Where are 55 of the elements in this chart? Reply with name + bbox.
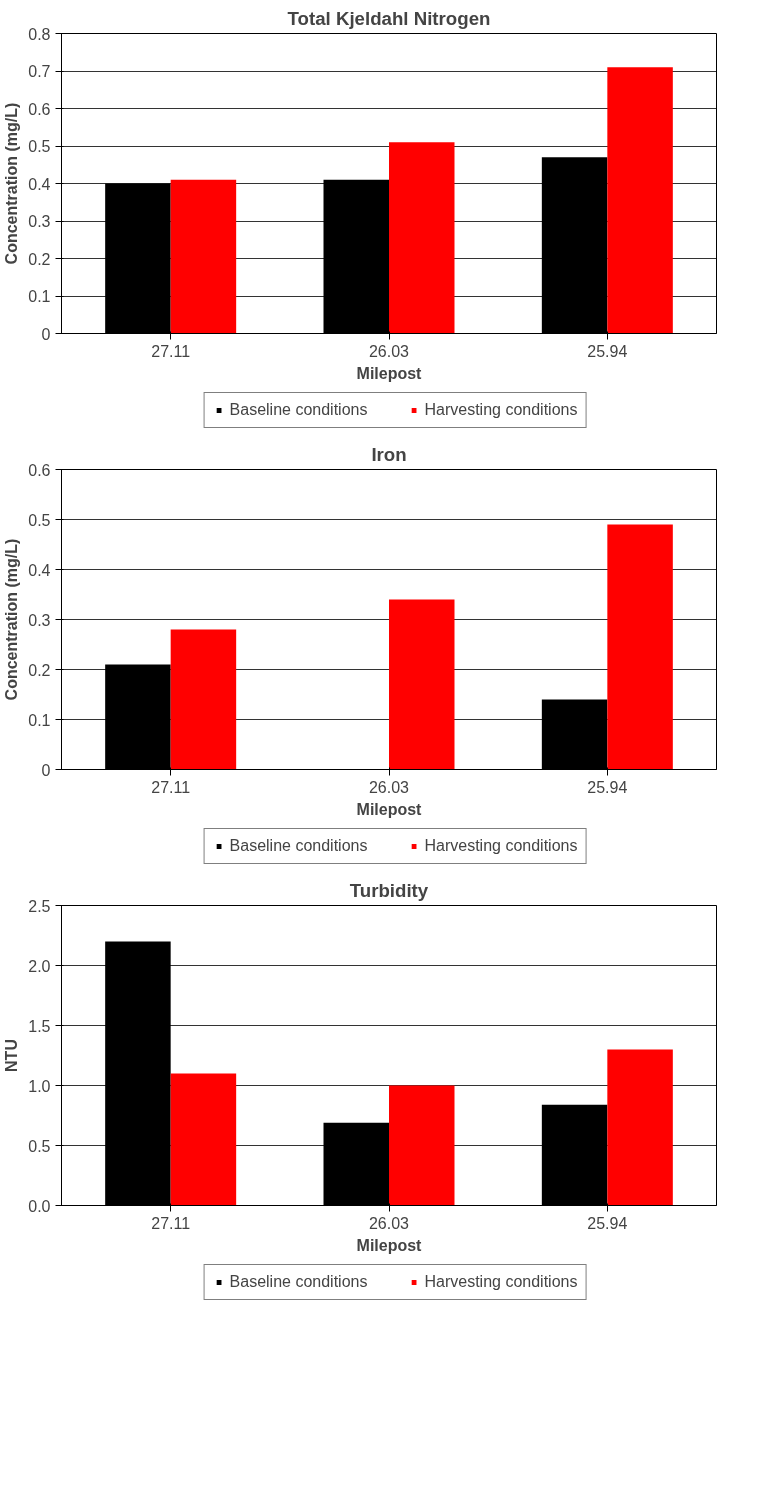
y-tick-label: 0.1 <box>28 288 51 305</box>
y-tick-label: 0.3 <box>28 611 51 629</box>
y-tick-label: 0.0 <box>28 1197 51 1215</box>
y-tick-label: 0.4 <box>28 561 51 579</box>
y-tick-label: 0.2 <box>28 250 51 268</box>
chart-title: Total Kjeldahl Nitrogen <box>287 7 491 29</box>
y-tick-label: 2.0 <box>28 957 51 975</box>
y-axis-title: Concentration (mg/L) <box>3 102 21 265</box>
y-tick-label: 0.5 <box>28 1137 51 1155</box>
y-tick-label: 0 <box>41 761 51 779</box>
x-axis-title: Milepost <box>356 364 423 382</box>
x-axis-title: Milepost <box>356 1236 423 1254</box>
x-tick-label: 27.11 <box>151 342 191 360</box>
x-tick-label: 25.94 <box>587 342 628 360</box>
y-tick-label: 0.2 <box>28 661 51 679</box>
x-tick-label: 25.94 <box>587 1214 628 1232</box>
y-tick-label: 0.7 <box>28 63 51 80</box>
bar <box>389 142 455 334</box>
y-axis-title: Concentration (mg/L) <box>3 538 21 701</box>
x-axis-title: Milepost <box>356 800 423 818</box>
legend-label: Baseline conditions <box>229 1273 368 1291</box>
y-axis-title: NTU <box>3 1039 21 1072</box>
bar <box>389 599 455 770</box>
chart-title: Turbidity <box>349 879 429 901</box>
y-tick-label: 0.3 <box>28 213 51 230</box>
bar <box>170 179 237 334</box>
x-tick-label: 25.94 <box>587 778 628 796</box>
legend-label: Harvesting conditions <box>424 1273 578 1291</box>
legend-label: Harvesting conditions <box>424 401 578 419</box>
x-tick-label: 26.03 <box>368 1214 410 1232</box>
bar <box>607 1049 673 1206</box>
y-tick-label: 0.8 <box>28 25 51 43</box>
legend-label: Baseline conditions <box>229 837 368 855</box>
bar <box>170 629 237 770</box>
legend-label: Baseline conditions <box>229 401 368 419</box>
chart-title: Iron <box>371 443 407 465</box>
y-tick-label: 0 <box>41 325 51 343</box>
bar <box>170 1073 237 1206</box>
y-tick-label: 0.4 <box>28 175 51 193</box>
y-tick-label: 1.0 <box>28 1077 51 1095</box>
x-tick-label: 26.03 <box>368 778 410 796</box>
y-tick-label: 2.5 <box>28 897 51 915</box>
x-tick-label: 27.11 <box>151 778 191 796</box>
x-tick-label: 26.03 <box>368 342 410 360</box>
legend-label: Harvesting conditions <box>424 837 578 855</box>
x-tick-label: 27.11 <box>151 1214 191 1232</box>
y-tick-label: 0.6 <box>28 100 51 118</box>
y-tick-label: 0.6 <box>28 461 51 479</box>
bar <box>607 524 673 770</box>
y-tick-label: 1.5 <box>28 1017 51 1035</box>
bar <box>607 67 673 334</box>
y-tick-label: 0.5 <box>28 138 51 155</box>
y-tick-label: 0.5 <box>28 511 51 529</box>
y-tick-label: 0.1 <box>28 711 51 729</box>
bar <box>389 1085 455 1206</box>
